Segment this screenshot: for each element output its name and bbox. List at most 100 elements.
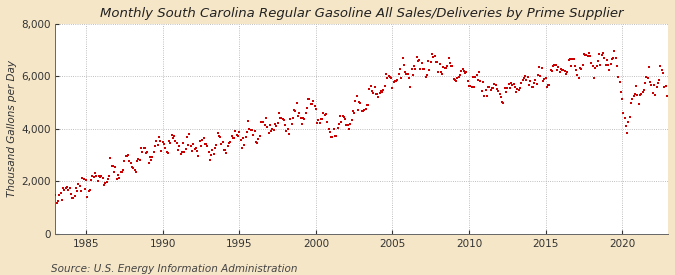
Point — [78, 177, 89, 182]
Point — [248, 133, 259, 137]
Point — [188, 142, 198, 147]
Point — [372, 91, 383, 96]
Point — [383, 73, 394, 78]
Point — [630, 92, 641, 96]
Point — [150, 144, 161, 148]
Point — [236, 146, 247, 150]
Point — [406, 67, 417, 72]
Point — [303, 97, 314, 101]
Point — [566, 64, 576, 68]
Point — [234, 130, 244, 134]
Point — [70, 186, 81, 191]
Point — [420, 75, 431, 79]
Point — [617, 97, 628, 101]
Point — [477, 88, 487, 93]
Point — [68, 195, 79, 200]
Point — [304, 97, 315, 101]
Point — [332, 126, 343, 131]
Point — [186, 149, 197, 153]
Point — [435, 70, 446, 75]
Point — [385, 76, 396, 80]
Point — [76, 188, 86, 193]
Point — [580, 53, 591, 57]
Point — [142, 150, 153, 154]
Point — [346, 118, 357, 122]
Point — [623, 120, 634, 124]
Point — [531, 82, 542, 86]
Point — [423, 59, 433, 63]
Point — [308, 99, 319, 103]
Point — [518, 76, 529, 80]
Point — [272, 121, 283, 125]
Point — [450, 78, 460, 82]
Point — [97, 176, 108, 180]
Point — [387, 86, 398, 90]
Point — [483, 84, 493, 89]
Point — [511, 90, 522, 94]
Point — [500, 86, 510, 91]
Point — [570, 63, 580, 68]
Point — [464, 84, 475, 88]
Point — [543, 82, 554, 87]
Point — [503, 82, 514, 87]
Point — [140, 145, 151, 150]
Point — [431, 60, 441, 64]
Point — [173, 148, 184, 152]
Point — [371, 92, 381, 96]
Point — [285, 117, 296, 121]
Point — [429, 54, 440, 58]
Point — [595, 63, 606, 67]
Point — [534, 65, 545, 69]
Point — [634, 92, 645, 97]
Point — [130, 170, 141, 174]
Point — [633, 102, 644, 106]
Point — [365, 84, 376, 88]
Point — [345, 121, 356, 126]
Point — [489, 82, 500, 86]
Point — [398, 63, 409, 67]
Point — [333, 122, 344, 126]
Point — [589, 75, 599, 80]
Point — [335, 114, 346, 119]
Point — [143, 161, 154, 166]
Point — [572, 73, 583, 77]
Point — [74, 183, 85, 188]
Point — [70, 194, 80, 199]
Point — [205, 158, 215, 162]
Point — [207, 147, 218, 152]
Point — [198, 136, 209, 141]
Point — [233, 134, 244, 138]
Point — [643, 65, 654, 69]
Point — [446, 64, 456, 68]
Point — [494, 91, 505, 96]
Point — [51, 201, 62, 205]
Point — [250, 140, 261, 144]
Point — [427, 52, 437, 56]
Point — [119, 159, 130, 164]
Point — [525, 78, 536, 83]
Point — [442, 64, 453, 69]
Point — [591, 64, 602, 68]
Point — [550, 62, 561, 67]
Point — [467, 75, 478, 79]
Point — [558, 67, 569, 72]
Point — [414, 58, 425, 62]
Point — [110, 164, 121, 169]
Point — [424, 68, 435, 72]
Point — [479, 93, 489, 98]
Point — [632, 93, 643, 97]
Point — [451, 78, 462, 83]
Point — [594, 51, 605, 56]
Point — [447, 64, 458, 68]
Point — [120, 154, 131, 158]
Point — [290, 109, 301, 114]
Point — [547, 69, 558, 73]
Point — [194, 139, 205, 144]
Point — [578, 51, 589, 56]
Point — [124, 159, 135, 163]
Point — [163, 151, 173, 155]
Point — [567, 56, 578, 61]
Point — [609, 49, 620, 53]
Point — [329, 134, 340, 138]
Point — [656, 68, 667, 73]
